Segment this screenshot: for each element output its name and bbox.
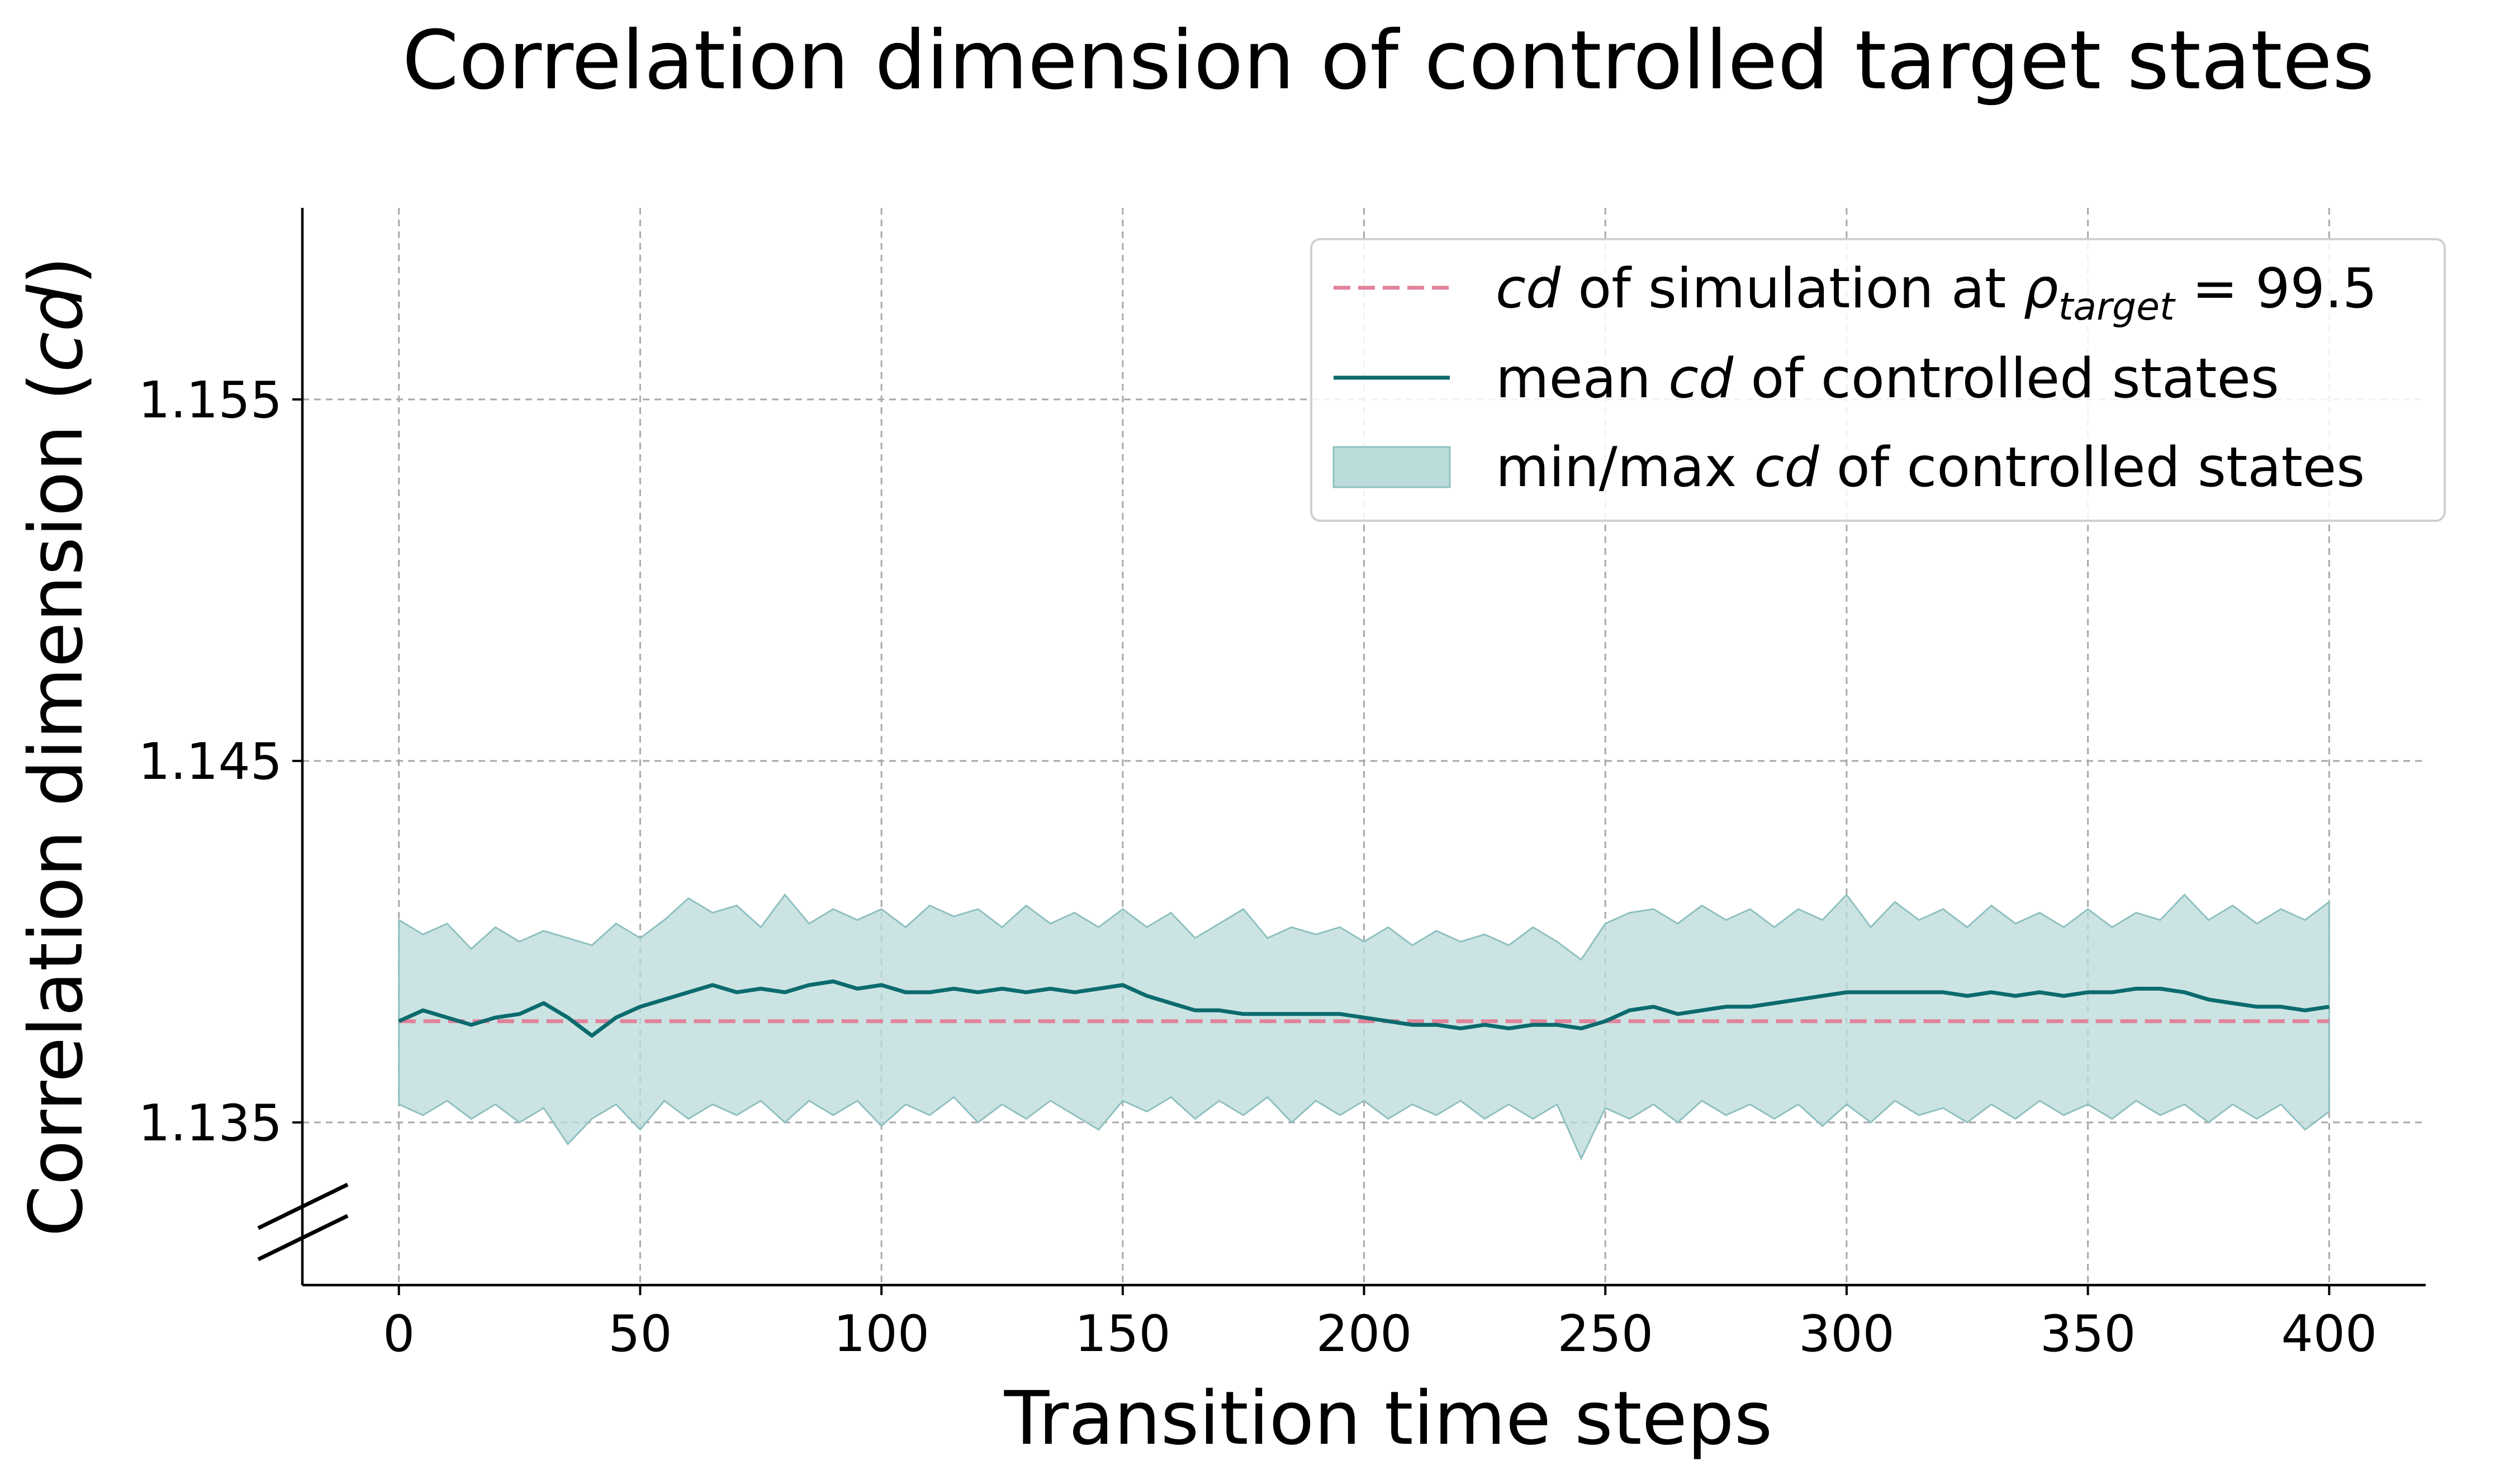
legend-label-part: of controlled states <box>1819 436 2365 500</box>
x-tick-label: 150 <box>1075 1305 1171 1363</box>
legend-label-part: mean <box>1496 347 1668 411</box>
x-tick-label: 400 <box>2281 1305 2377 1363</box>
mean-line-layer <box>398 979 2330 1038</box>
legend-label-part: cd <box>1496 257 1561 321</box>
legend-label-part: min/max <box>1496 436 1754 500</box>
legend-label-part: = 99.5 <box>2175 257 2378 321</box>
min-max-band <box>398 893 2330 1161</box>
x-tick-label: 100 <box>833 1305 929 1363</box>
x-tick-label: 200 <box>1316 1305 1412 1363</box>
min-max-band-layer <box>398 893 2330 1161</box>
y-tick-label: 1.155 <box>138 371 282 430</box>
x-tick-label: 300 <box>1799 1305 1895 1363</box>
y-axis-label-italic: cd <box>13 284 99 373</box>
x-tick-label: 350 <box>2040 1305 2136 1363</box>
chart-title: Correlation dimension of controlled targ… <box>402 13 2375 108</box>
y-axis-label: Correlation dimension (cd) <box>13 256 99 1237</box>
x-axis-label: Transition time steps <box>1004 1376 1773 1462</box>
y-tick-label: 1.145 <box>138 733 282 791</box>
axis-break-marker <box>257 1182 349 1262</box>
legend-label-mean: mean cd of controlled states <box>1496 347 2279 411</box>
legend-label-part: cd <box>1754 436 1820 500</box>
y-ticks: 1.135 1.145 1.155 <box>138 371 302 1153</box>
legend: cd of simulation at ρtarget = 99.5 mean … <box>1310 238 2446 522</box>
legend-key-band-patch <box>1332 446 1451 488</box>
y-tick-label: 1.135 <box>138 1094 282 1153</box>
legend-label-part: cd <box>1668 347 1734 411</box>
x-tick-label: 50 <box>608 1305 672 1363</box>
legend-label-band: min/max cd of controlled states <box>1496 436 2365 500</box>
legend-label-reference: cd of simulation at ρtarget = 99.5 <box>1496 257 2377 329</box>
x-tick-label: 0 <box>383 1305 415 1363</box>
y-axis-label-main: Correlation dimension ( <box>13 372 99 1236</box>
y-axis-label-close: ) <box>13 256 99 286</box>
legend-frame <box>1310 238 2446 522</box>
x-tick-label: 250 <box>1557 1305 1653 1363</box>
legend-label-part: target <box>2058 285 2176 329</box>
legend-label-part: of controlled states <box>1733 347 2279 411</box>
legend-label-part: of simulation at <box>1560 257 2023 321</box>
mean-line <box>398 979 2330 1038</box>
x-ticks: 0 50 100 150 200 250 300 350 400 <box>383 1285 2377 1363</box>
legend-label-part: ρ <box>2024 257 2058 321</box>
